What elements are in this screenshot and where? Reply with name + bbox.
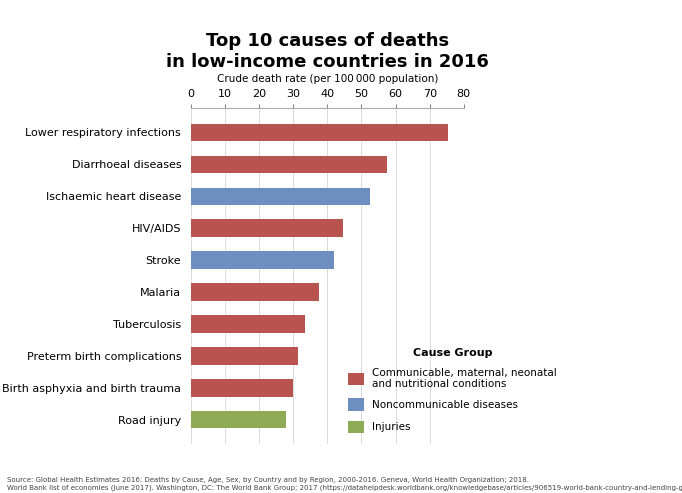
Bar: [191, 219, 343, 237]
Bar: [191, 156, 387, 173]
Bar: [191, 379, 293, 396]
Text: Source: Global Health Estimates 2016: Deaths by Cause, Age, Sex, by Country and : Source: Global Health Estimates 2016: De…: [7, 477, 682, 491]
Bar: [191, 411, 286, 428]
Bar: [191, 187, 370, 205]
Bar: [191, 347, 299, 365]
Bar: [191, 251, 334, 269]
Legend: Communicable, maternal, neonatal
and nutritional conditions, Noncommunicable dis: Communicable, maternal, neonatal and nut…: [343, 343, 562, 438]
X-axis label: Crude death rate (per 100 000 population): Crude death rate (per 100 000 population…: [217, 74, 438, 84]
Title: Top 10 causes of deaths
in low-income countries in 2016: Top 10 causes of deaths in low-income co…: [166, 32, 489, 71]
Bar: [191, 283, 319, 301]
Bar: [191, 315, 306, 333]
Bar: [191, 124, 449, 141]
